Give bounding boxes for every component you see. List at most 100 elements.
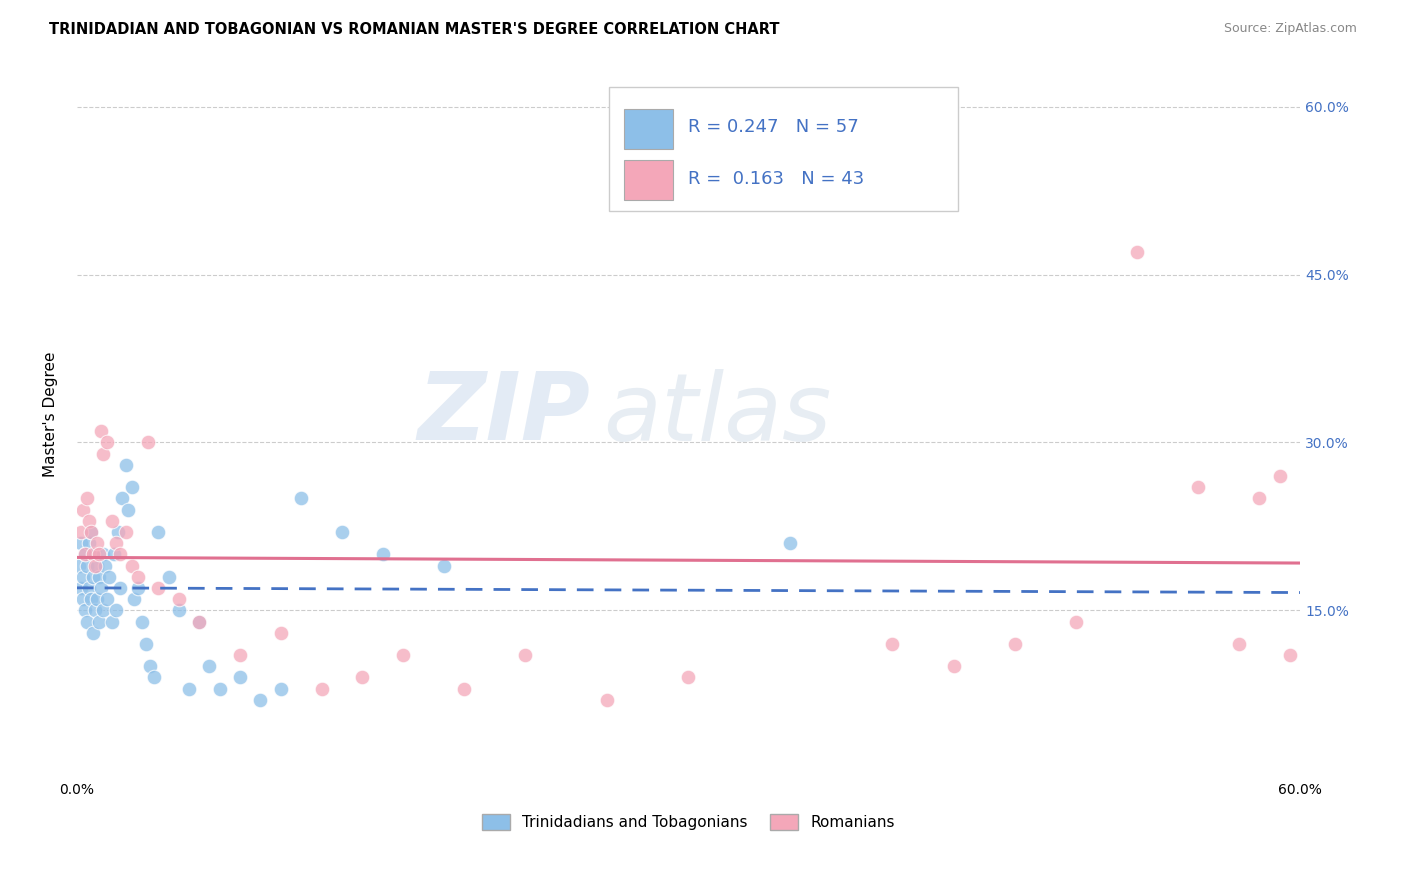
Point — [104, 603, 127, 617]
Point — [942, 659, 965, 673]
Point — [108, 581, 131, 595]
Point — [114, 458, 136, 472]
Point — [779, 178, 801, 192]
Point — [100, 514, 122, 528]
Point — [121, 480, 143, 494]
Point — [77, 514, 100, 528]
Point — [93, 447, 115, 461]
Point — [1064, 615, 1087, 629]
Point — [127, 570, 149, 584]
Point — [93, 547, 115, 561]
Point — [1278, 648, 1301, 662]
Point — [136, 435, 159, 450]
Point — [114, 524, 136, 539]
Point — [453, 681, 475, 696]
Point — [131, 615, 153, 629]
Point — [80, 592, 103, 607]
Point — [139, 659, 162, 673]
Point — [270, 625, 292, 640]
Point — [70, 536, 93, 550]
Point — [352, 671, 374, 685]
Point — [1187, 480, 1209, 494]
Point — [72, 592, 94, 607]
Point — [89, 570, 111, 584]
Point — [82, 625, 104, 640]
Point — [89, 615, 111, 629]
Point — [229, 671, 252, 685]
Point — [330, 524, 353, 539]
Point — [249, 693, 271, 707]
Point — [371, 547, 394, 561]
Point — [86, 592, 108, 607]
Text: Source: ZipAtlas.com: Source: ZipAtlas.com — [1223, 22, 1357, 36]
Point — [1126, 245, 1149, 260]
Point — [229, 648, 252, 662]
Point — [167, 592, 190, 607]
Point — [77, 536, 100, 550]
Point — [1004, 637, 1026, 651]
Point — [73, 547, 96, 561]
Point — [84, 558, 107, 573]
Point — [157, 570, 180, 584]
Point — [177, 681, 200, 696]
Point — [117, 502, 139, 516]
Point — [433, 558, 456, 573]
Point — [104, 536, 127, 550]
Point — [100, 615, 122, 629]
Point — [72, 502, 94, 516]
Point — [98, 570, 121, 584]
Point — [122, 592, 145, 607]
Point — [111, 491, 134, 506]
Point — [86, 558, 108, 573]
Point — [80, 524, 103, 539]
Point — [84, 603, 107, 617]
Point — [72, 570, 94, 584]
Point — [148, 524, 170, 539]
Text: R =  0.163   N = 43: R = 0.163 N = 43 — [689, 169, 865, 187]
Point — [148, 581, 170, 595]
Point — [108, 547, 131, 561]
Point — [76, 615, 98, 629]
Y-axis label: Master's Degree: Master's Degree — [44, 351, 58, 477]
Point — [779, 536, 801, 550]
Point — [188, 615, 211, 629]
Point — [89, 547, 111, 561]
Point — [208, 681, 231, 696]
Point — [1249, 491, 1271, 506]
Text: TRINIDADIAN AND TOBAGONIAN VS ROMANIAN MASTER'S DEGREE CORRELATION CHART: TRINIDADIAN AND TOBAGONIAN VS ROMANIAN M… — [49, 22, 780, 37]
Point — [135, 637, 157, 651]
Point — [90, 424, 112, 438]
Point — [84, 547, 107, 561]
Point — [143, 671, 166, 685]
Point — [94, 558, 117, 573]
Point — [1227, 637, 1250, 651]
FancyBboxPatch shape — [609, 87, 957, 211]
Point — [96, 435, 118, 450]
Point — [1268, 469, 1291, 483]
Point — [167, 603, 190, 617]
Point — [290, 491, 312, 506]
Point — [82, 547, 104, 561]
Bar — [624, 160, 672, 200]
Point — [678, 671, 700, 685]
Point — [77, 581, 100, 595]
Point — [188, 615, 211, 629]
Point — [103, 547, 125, 561]
Point — [90, 581, 112, 595]
Legend: Trinidadians and Tobagonians, Romanians: Trinidadians and Tobagonians, Romanians — [477, 808, 901, 836]
Text: R = 0.247   N = 57: R = 0.247 N = 57 — [689, 118, 859, 136]
Point — [882, 637, 904, 651]
Point — [392, 648, 415, 662]
Point — [93, 603, 115, 617]
Point — [82, 570, 104, 584]
Point — [121, 558, 143, 573]
Point — [515, 648, 537, 662]
Point — [70, 581, 93, 595]
Point — [73, 547, 96, 561]
Point — [270, 681, 292, 696]
Text: atlas: atlas — [603, 369, 831, 460]
Point — [80, 524, 103, 539]
Point — [596, 693, 619, 707]
Point — [86, 536, 108, 550]
Point — [67, 558, 90, 573]
